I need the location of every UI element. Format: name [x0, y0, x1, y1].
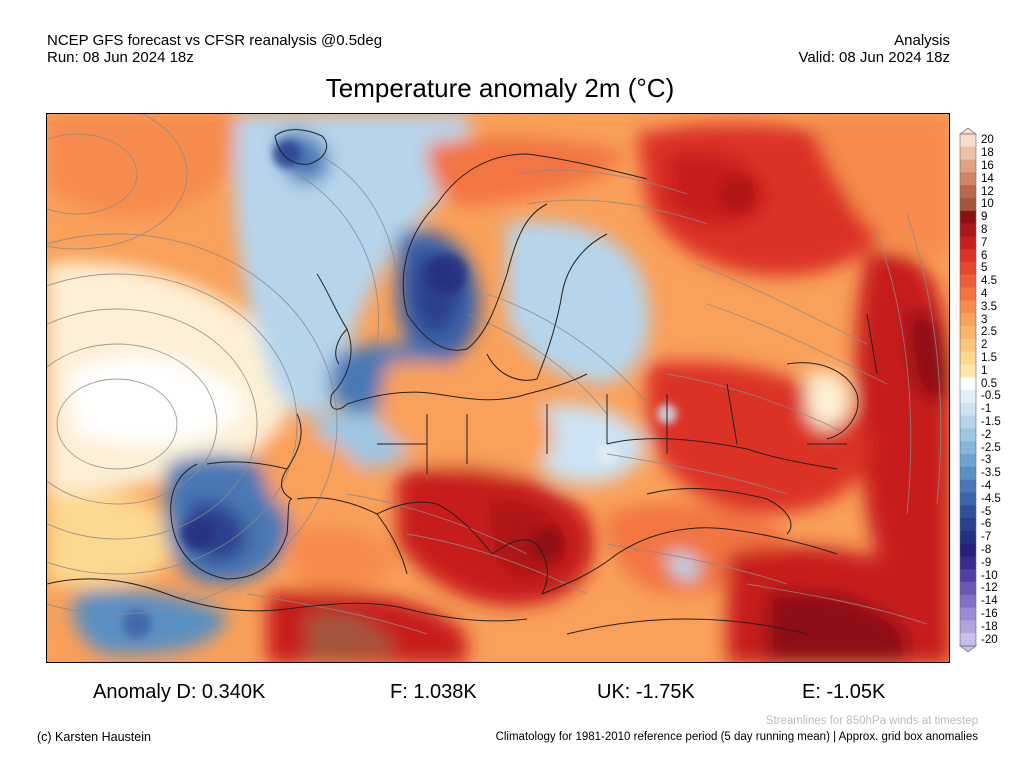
colorbar-swatch: [960, 454, 976, 468]
stat-uk: UK: -1.75K: [597, 681, 695, 703]
colorbar: [959, 128, 977, 652]
colorbar-tick-label: 1: [981, 364, 988, 377]
colorbar-tick-label: -2: [981, 428, 992, 441]
colorbar-swatch: [960, 300, 976, 314]
colorbar-swatch: [960, 313, 976, 327]
colorbar-swatch: [960, 530, 976, 544]
colorbar-swatch: [960, 210, 976, 224]
colorbar-swatch: [960, 569, 976, 583]
streamlines-note: Streamlines for 850hPa winds at timestep: [765, 715, 978, 727]
colorbar-tick-label: -16: [981, 608, 998, 620]
colorbar-swatch: [960, 479, 976, 493]
colorbar-tick-label: -3.5: [981, 467, 1001, 480]
colorbar-swatch: [960, 223, 976, 237]
colorbar-swatch: [960, 441, 976, 455]
climatology-note: Climatology for 1981-2010 reference peri…: [495, 731, 978, 743]
colorbar-swatch: [960, 492, 976, 506]
colorbar-tick-label: -12: [981, 582, 998, 595]
credit: (c) Karsten Haustein: [37, 730, 151, 744]
stat-spain: E: -1.05K: [802, 681, 886, 703]
colorbar-tick-label: -8: [981, 544, 992, 556]
valid-time: Valid: 08 Jun 2024 18z: [798, 49, 950, 66]
colorbar-tick-label: 4.5: [981, 275, 997, 288]
colorbar-swatch: [960, 185, 976, 199]
colorbar-tick-label: -1: [981, 403, 992, 416]
colorbar-swatch: [960, 287, 976, 301]
colorbar-tick-label: 2: [981, 339, 988, 352]
colorbar-tick-label: 14: [981, 172, 994, 185]
colorbar-swatch: [960, 505, 976, 519]
colorbar-swatch: [960, 582, 976, 596]
colorbar-tick-label: 12: [981, 185, 994, 198]
colorbar-tick-label: -5: [981, 505, 992, 518]
colorbar-swatch: [960, 607, 976, 621]
colorbar-tick-label: -14: [981, 595, 998, 608]
colorbar-swatch: [960, 518, 976, 532]
colorbar-swatch: [960, 415, 976, 429]
stat-france: F: 1.038K: [390, 681, 477, 703]
colorbar-swatch: [960, 236, 976, 250]
colorbar-tick-label: -4: [981, 480, 992, 492]
colorbar-tick-label: -3: [981, 454, 992, 467]
colorbar-swatch: [960, 146, 976, 160]
colorbar-swatch: [960, 633, 976, 647]
model-description: NCEP GFS forecast vs CFSR reanalysis @0.…: [47, 32, 383, 49]
colorbar-swatch: [960, 390, 976, 404]
colorbar-swatch: [960, 594, 976, 608]
colorbar-swatch: [960, 134, 976, 148]
colorbar-swatch: [960, 249, 976, 263]
colorbar-tick-label: 8: [981, 224, 988, 236]
run-time: Run: 08 Jun 2024 18z: [47, 49, 194, 66]
colorbar-tick-label: -20: [981, 633, 998, 646]
colorbar-tick-label: 3.5: [981, 300, 997, 313]
colorbar-swatch: [960, 274, 976, 288]
colorbar-swatch: [960, 159, 976, 173]
map-title: Temperature anomaly 2m (°C): [325, 73, 675, 103]
streamlines: [47, 114, 942, 635]
colorbar-tick-label: 0.5: [981, 377, 997, 390]
colorbar-tick-label: 3: [981, 313, 988, 326]
colorbar-swatch: [960, 466, 976, 480]
colorbar-swatch: [960, 262, 976, 276]
colorbar-tick-label: -10: [981, 569, 998, 582]
colorbar-swatch: [960, 326, 976, 340]
colorbar-swatch: [960, 402, 976, 416]
colorbar-swatch: [960, 172, 976, 186]
colorbar-min-arrow: [959, 645, 977, 652]
colorbar-tick-label: -6: [981, 518, 992, 531]
colorbar-swatch: [960, 620, 976, 634]
colorbar-tick-label: 7: [981, 236, 988, 249]
colorbar-tick-label: 20: [981, 134, 994, 147]
colorbar-tick-label: 6: [981, 249, 988, 262]
colorbar-tick-label: -2.5: [981, 441, 1001, 454]
colorbar-swatch: [960, 556, 976, 570]
colorbar-swatch: [960, 364, 976, 378]
anomaly-map: [46, 113, 950, 663]
colorbar-tick-label: 9: [981, 211, 988, 224]
colorbar-tick-label: -1.5: [981, 416, 1001, 428]
colorbar-tick-label: 1.5: [981, 352, 997, 364]
colorbar-swatch: [960, 351, 976, 365]
colorbar-swatch: [960, 338, 976, 352]
product-type: Analysis: [894, 32, 950, 49]
colorbar-tick-label: -18: [981, 620, 998, 633]
colorbar-tick-label: 4: [981, 288, 988, 300]
coastlines: [47, 129, 878, 635]
stat-germany: Anomaly D: 0.340K: [93, 681, 266, 703]
colorbar-swatch: [960, 198, 976, 212]
colorbar-tick-label: 5: [981, 262, 988, 275]
colorbar-tick-label: -0.5: [981, 390, 1001, 403]
colorbar-swatch: [960, 428, 976, 442]
colorbar-tick-label: 2.5: [981, 326, 997, 339]
colorbar-tick-label: 18: [981, 147, 994, 160]
colorbar-max-arrow: [959, 128, 977, 135]
colorbar-tick-label: -4.5: [981, 492, 1001, 505]
colorbar-swatch: [960, 543, 976, 557]
colorbar-swatch: [960, 377, 976, 391]
colorbar-tick-label: -7: [981, 531, 992, 544]
colorbar-frame: [959, 133, 977, 647]
colorbar-tick-label: 16: [981, 160, 994, 172]
colorbar-tick-label: 10: [981, 198, 994, 211]
colorbar-tick-label: -9: [981, 556, 992, 569]
